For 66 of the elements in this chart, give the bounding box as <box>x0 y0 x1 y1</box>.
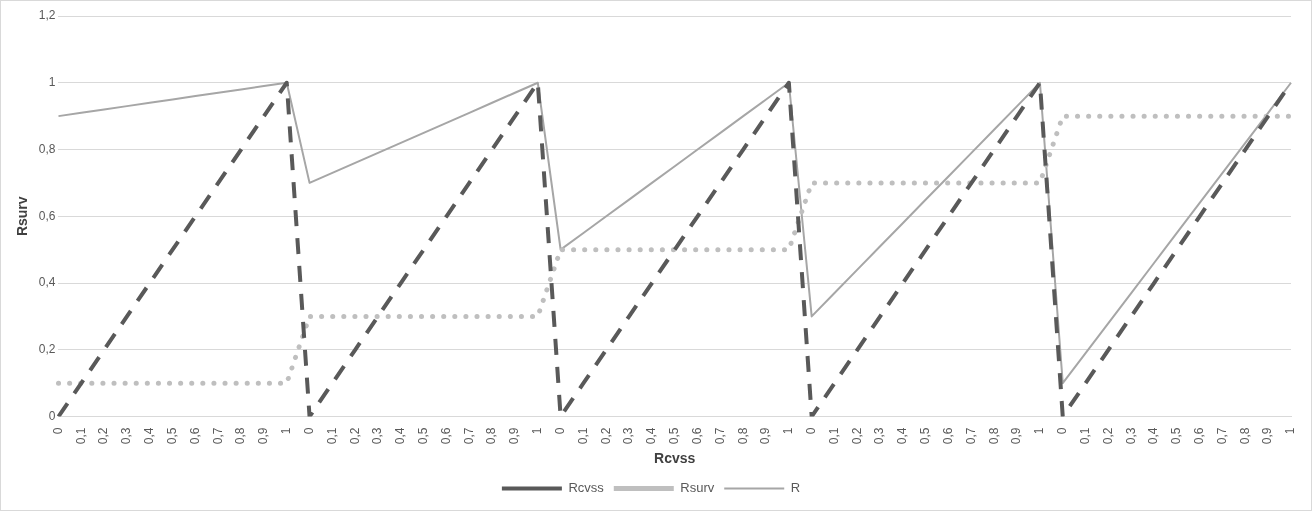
x-tick-label: 0,1 <box>73 427 88 445</box>
x-tick-label: 0,1 <box>826 427 841 445</box>
x-tick-label: 0 <box>1055 427 1070 435</box>
x-tick-label: 0,7 <box>712 427 727 445</box>
x-tick-label: 0,2 <box>347 427 362 445</box>
x-tick-label: 0,4 <box>393 427 408 445</box>
legend-label: Rsurv <box>680 480 715 496</box>
x-tick-label: 0,7 <box>461 427 476 445</box>
x-tick-label: 0,8 <box>233 427 248 445</box>
x-tick-label: 0,6 <box>187 427 202 445</box>
y-axis-title: Rsurv <box>14 196 31 237</box>
x-tick-label: 1 <box>1032 427 1047 435</box>
legend-label: R <box>790 480 801 496</box>
x-tick-label: 0,8 <box>1237 427 1252 445</box>
x-tick-label: 0,1 <box>324 427 339 445</box>
x-tick-label: 0,9 <box>1009 427 1024 445</box>
x-tick-label: 0,4 <box>1146 427 1161 445</box>
x-tick-label: 0,8 <box>735 427 750 445</box>
x-tick-label: 0,5 <box>1169 427 1184 445</box>
x-tick-label: 1 <box>530 427 545 435</box>
x-tick-label: 1 <box>781 427 796 435</box>
y-tick-label: 0,4 <box>38 275 56 290</box>
x-tick-label: 0,5 <box>164 427 179 445</box>
x-tick-label: 0,6 <box>1192 427 1207 445</box>
x-tick-label: 0,6 <box>438 427 453 445</box>
y-tick-label: 1 <box>48 75 56 90</box>
y-tick-label: 1,2 <box>38 8 56 23</box>
x-tick-label: 0,7 <box>963 427 978 445</box>
x-tick-label: 0,3 <box>1123 427 1138 445</box>
x-tick-label: 0,2 <box>849 427 864 445</box>
x-tick-label: 0,7 <box>210 427 225 445</box>
x-tick-label: 0,3 <box>872 427 887 445</box>
x-tick-label: 0,6 <box>689 427 704 445</box>
x-tick-label: 0,3 <box>621 427 636 445</box>
x-tick-label: 0,3 <box>119 427 134 445</box>
y-tick-label: 0 <box>48 408 56 423</box>
y-tick-label: 0,6 <box>38 208 56 223</box>
x-tick-label: 0,4 <box>895 427 910 445</box>
x-tick-label: 0,5 <box>918 427 933 445</box>
y-tick-label: 0,2 <box>38 342 56 357</box>
x-tick-label: 0,5 <box>415 427 430 445</box>
x-tick-label: 0,9 <box>256 427 271 445</box>
x-tick-label: 0 <box>552 427 567 435</box>
x-tick-label: 0,4 <box>644 427 659 445</box>
x-tick-label: 0,4 <box>142 427 157 445</box>
x-tick-label: 0,8 <box>986 427 1001 445</box>
x-tick-label: 0,1 <box>575 427 590 445</box>
x-tick-label: 0,9 <box>758 427 773 445</box>
x-tick-label: 0 <box>301 427 316 435</box>
x-tick-label: 0,5 <box>667 427 682 445</box>
x-tick-label: 1 <box>1283 427 1298 435</box>
x-tick-label: 0,9 <box>1260 427 1275 445</box>
legend-label: Rcvss <box>568 480 605 496</box>
x-tick-label: 0,2 <box>1100 427 1115 445</box>
x-tick-label: 0,3 <box>370 427 385 445</box>
x-tick-label: 0,8 <box>484 427 499 445</box>
x-tick-label: 0,7 <box>1214 427 1229 445</box>
x-tick-label: 0,1 <box>1077 427 1092 445</box>
x-tick-label: 0 <box>804 427 818 435</box>
x-axis-title: Rcvss <box>654 450 696 467</box>
x-tick-label: 1 <box>279 427 294 435</box>
x-tick-label: 0,2 <box>96 427 111 445</box>
x-tick-label: 0,6 <box>940 427 955 445</box>
x-tick-label: 0,2 <box>598 427 613 445</box>
x-tick-label: 0,9 <box>507 427 522 445</box>
y-tick-label: 0,8 <box>38 141 56 156</box>
